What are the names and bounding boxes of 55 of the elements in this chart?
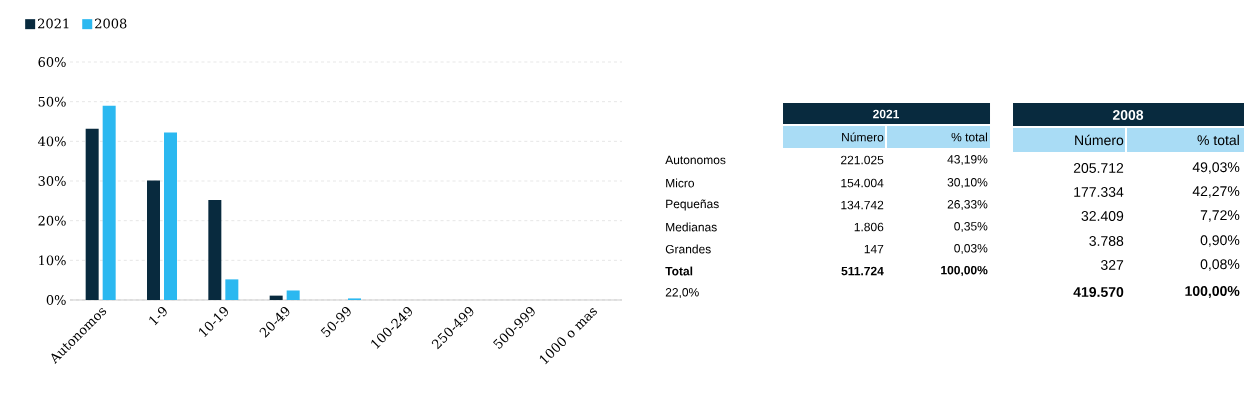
text: 0,35% [954, 222, 988, 232]
bar [269, 295, 283, 300]
text: 134.742 [841, 200, 884, 210]
text: 147 [864, 244, 884, 254]
text: 26,33% [947, 200, 988, 210]
bar [147, 180, 160, 300]
text: 419.570 [1073, 287, 1124, 297]
text: 32.409 [1081, 211, 1124, 221]
text: 42,27% [1192, 186, 1240, 198]
text: 205.712 [1073, 163, 1124, 173]
y-tick-label: 60% [38, 57, 66, 67]
bar [85, 128, 99, 300]
x-tick-label: 1-9 [149, 307, 167, 326]
bar [225, 279, 239, 300]
text: 511.724 [841, 266, 884, 276]
bar [286, 290, 300, 300]
text: Grandes [665, 244, 711, 254]
y-tick-label: 50% [38, 96, 66, 107]
text: 22,0% [665, 288, 699, 298]
text: Medianas [666, 222, 717, 232]
text: 177.334 [1074, 187, 1124, 197]
text: 7,72% [1200, 210, 1240, 222]
text: 43,19% [947, 155, 988, 165]
text: 221.025 [841, 155, 884, 165]
text: 49,03% [1192, 162, 1240, 174]
y-tick-label: 40% [37, 136, 66, 147]
text: 100,00% [1185, 286, 1240, 298]
text: Número [842, 132, 884, 142]
text: 0,90% [1200, 235, 1240, 247]
text: Autonomos [665, 155, 726, 165]
y-tick-label: 30% [38, 176, 66, 186]
text: 30,10% [947, 178, 988, 188]
text: Número [1075, 134, 1124, 146]
y-tick-label: 10% [39, 255, 66, 266]
text: 100,00% [941, 265, 988, 277]
text: Total [665, 266, 693, 276]
text: 2008 [1112, 110, 1144, 120]
text: 327 [1100, 260, 1124, 270]
text: % total [951, 132, 987, 142]
y-tick-label: 20% [38, 215, 66, 226]
bar [102, 105, 116, 300]
text: 0,03% [954, 244, 988, 254]
bar [208, 200, 222, 300]
text: 154.004 [841, 178, 884, 188]
text: 2021 [873, 109, 900, 119]
text: 1.806 [854, 222, 884, 232]
legend-label: 2008 [95, 18, 127, 29]
text: % total [1197, 134, 1239, 146]
text: Pequeñas [666, 199, 719, 211]
bar [164, 132, 177, 300]
text: Micro [666, 178, 695, 188]
text: 0,08% [1200, 259, 1240, 271]
y-tick-label: 0% [46, 295, 66, 305]
text: 3.788 [1089, 236, 1124, 246]
legend-label: 2021 [38, 18, 69, 29]
